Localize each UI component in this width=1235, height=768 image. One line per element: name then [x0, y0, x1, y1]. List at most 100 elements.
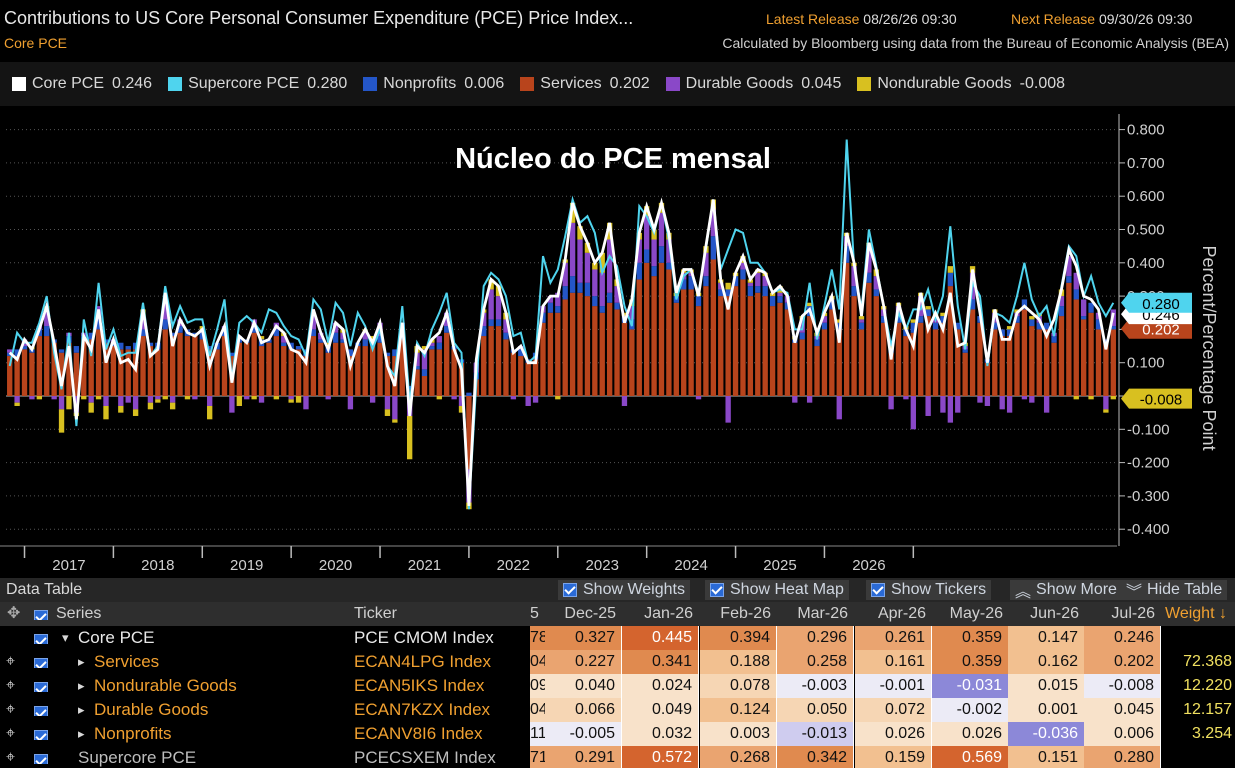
header-month[interactable]: Jan-26 — [644, 605, 693, 622]
ticker[interactable]: ECAN7KZX Index — [354, 700, 491, 719]
latest-release-label: Latest Release — [766, 11, 860, 27]
header-ticker[interactable]: Ticker — [354, 605, 397, 622]
latest-release-value: 08/26/26 09:30 — [863, 11, 957, 27]
weight-value: 72.368 — [1183, 653, 1232, 670]
header-month[interactable]: Feb-26 — [720, 605, 771, 622]
bar-durable-goods — [806, 396, 813, 403]
header-partial-column[interactable]: 5 — [530, 605, 539, 622]
bar-services — [932, 329, 939, 396]
legend-label: Supercore PCE — [188, 75, 300, 92]
header-month[interactable]: Jul-26 — [1111, 605, 1155, 622]
bar-durable-goods — [1066, 256, 1072, 277]
legend-item[interactable]: Services 0.202 — [520, 75, 650, 93]
bar-services — [762, 296, 768, 396]
bar-services — [614, 309, 620, 396]
bar-services — [95, 329, 102, 396]
bar-services — [414, 369, 420, 396]
expand-chevron-icon[interactable]: ▸ — [78, 654, 85, 669]
expand-chevron-icon[interactable]: ▸ — [78, 678, 85, 693]
table-row[interactable]: ⌖ ▸ Nonprofits ECANV8I6 Index 11 -0.005 0.032 0… — [0, 722, 1235, 746]
ticker[interactable]: ECAN4LPG Index — [354, 652, 492, 671]
legend-item[interactable]: Nonprofits 0.006 — [363, 75, 504, 93]
ticker[interactable]: PCECSXEM Index — [354, 748, 496, 767]
legend-item[interactable]: Core PCE 0.246 — [12, 75, 152, 93]
row-checkbox[interactable] — [34, 632, 54, 644]
bar-durable-goods — [636, 239, 642, 263]
ticker[interactable]: PCE CMOM Index — [354, 628, 494, 647]
series-name[interactable]: Nondurable Goods — [94, 676, 237, 695]
series-name[interactable]: Supercore PCE — [78, 748, 197, 767]
bar-durable-goods — [821, 316, 828, 323]
drag-handle-icon[interactable]: ⌖ — [6, 725, 16, 742]
series-name[interactable]: Nonprofits — [94, 724, 172, 743]
hide-table-button[interactable]: ︾ Hide Table — [1121, 580, 1228, 601]
bar-nonprofits — [755, 286, 761, 293]
y-tick-label: -0.100 — [1127, 421, 1170, 438]
bar-durable-goods — [1043, 396, 1050, 413]
ticker[interactable]: ECAN5IKS Index — [354, 676, 485, 695]
bar-services — [969, 309, 976, 396]
series-name[interactable]: Durable Goods — [94, 700, 209, 719]
table-row[interactable]: ⌖ ▸ Services ECAN4LPG Index 04 0.227 0.341 0.18… — [0, 650, 1235, 674]
drag-handle-icon[interactable]: ⌖ — [6, 701, 16, 718]
bar-services — [399, 339, 405, 396]
drag-handle-icon[interactable]: ⌖ — [6, 749, 16, 766]
legend-item[interactable]: Durable Goods 0.045 — [665, 75, 841, 93]
header-month[interactable]: Apr-26 — [877, 605, 926, 622]
expand-chevron-icon[interactable]: ▸ — [78, 726, 85, 741]
bar-nonprofits — [362, 339, 368, 347]
value-cell: 0.159 — [855, 746, 932, 768]
y-tick-label: -0.400 — [1127, 521, 1170, 538]
show-more-button[interactable]: ︽ Show More — [1010, 580, 1122, 601]
table-row[interactable]: ⌖ ▸ Nondurable Goods ECAN5IKS Index 09 0.040 0… — [0, 674, 1235, 698]
bar-services — [495, 326, 502, 396]
bar-nondurable-goods — [940, 312, 946, 317]
ticker[interactable]: ECANV8I6 Index — [354, 724, 483, 743]
table-row[interactable]: ⌖ Supercore PCE PCECSXEM Index 71 0.291 0.572… — [0, 746, 1235, 768]
header-series[interactable]: Series — [56, 605, 102, 622]
bar-nonprofits — [58, 349, 65, 353]
series-name[interactable]: Services — [94, 652, 160, 671]
select-all-checkbox[interactable] — [34, 608, 54, 620]
table-row[interactable]: ⌖ ▸ Durable Goods ECAN7KZX Index 04 0.066 0.04… — [0, 698, 1235, 722]
drag-handle-icon[interactable]: ⌖ — [6, 677, 16, 694]
row-checkbox[interactable] — [34, 704, 54, 716]
legend-item[interactable]: Nondurable Goods -0.008 — [857, 75, 1065, 93]
value-cell: 0.261 — [855, 626, 932, 650]
series-name[interactable]: Core PCE — [78, 628, 155, 647]
bar-durable-goods — [244, 396, 250, 400]
show-weights-toggle[interactable]: Show Weights — [558, 580, 690, 600]
checkbox-icon — [710, 583, 724, 597]
legend-label: Nonprofits — [383, 75, 457, 92]
expand-chevron-icon[interactable]: ▸ — [78, 702, 85, 717]
bar-nonprofits — [992, 322, 998, 330]
row-checkbox[interactable] — [34, 728, 54, 740]
bar-services — [140, 336, 146, 396]
bar-nonprofits — [710, 236, 717, 260]
header-month[interactable]: Dec-25 — [564, 605, 616, 622]
table-row[interactable]: ▾ Core PCE PCE CMOM Index 78 0.327 0.445 0.394… — [0, 626, 1235, 650]
legend-label: Core PCE — [32, 75, 105, 92]
row-checkbox[interactable] — [34, 752, 54, 764]
header-month[interactable]: May-26 — [949, 605, 1003, 622]
bar-durable-goods — [103, 396, 109, 406]
bar-nondurable-goods — [58, 409, 65, 433]
header-month[interactable]: Mar-26 — [797, 605, 848, 622]
move-icon[interactable]: ✥ — [7, 605, 21, 622]
bar-nondurable-goods — [14, 402, 20, 406]
bar-durable-goods — [710, 209, 717, 237]
show-heat-map-toggle[interactable]: Show Heat Map — [705, 580, 849, 600]
collapse-chevron-icon[interactable]: ▾ — [62, 630, 69, 645]
bar-nonprofits — [814, 339, 820, 347]
bar-durable-goods — [88, 396, 94, 403]
row-checkbox[interactable] — [34, 680, 54, 692]
header-weight[interactable]: Weight ↓ — [1165, 605, 1227, 622]
show-tickers-toggle[interactable]: Show Tickers — [866, 580, 992, 600]
bar-nonprofits — [44, 326, 50, 337]
bar-nonprofits — [732, 276, 739, 287]
row-checkbox[interactable] — [34, 656, 54, 668]
drag-handle-icon[interactable]: ⌖ — [6, 653, 16, 670]
header-month[interactable]: Jun-26 — [1030, 605, 1079, 622]
bar-services — [592, 306, 598, 396]
legend-item[interactable]: Supercore PCE 0.280 — [168, 75, 347, 93]
